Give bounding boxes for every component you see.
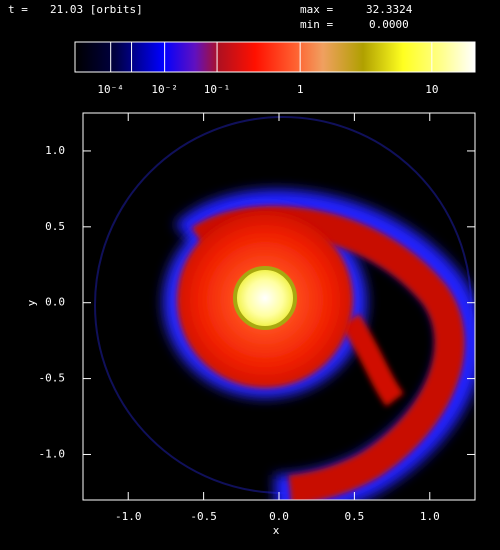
star bbox=[233, 266, 297, 330]
x-tick-label: 1.0 bbox=[420, 510, 440, 523]
x-tick-label: 0.5 bbox=[344, 510, 364, 523]
colorbar-tick-label: 10⁻² bbox=[151, 83, 178, 96]
density-map bbox=[94, 116, 475, 500]
y-tick-label: 1.0 bbox=[45, 144, 65, 157]
max-label: max = bbox=[300, 3, 333, 16]
time-label: t = bbox=[8, 3, 28, 16]
time-value: 21.03 [orbits] bbox=[50, 3, 143, 16]
y-tick-label: -1.0 bbox=[39, 447, 66, 460]
y-tick-label: -0.5 bbox=[39, 372, 66, 385]
min-label: min = bbox=[300, 18, 333, 31]
x-tick-label: 0.0 bbox=[269, 510, 289, 523]
x-tick-label: -0.5 bbox=[190, 510, 217, 523]
x-tick-label: -1.0 bbox=[115, 510, 142, 523]
y-axis-label: y bbox=[25, 299, 38, 306]
colorbar bbox=[74, 41, 476, 73]
x-axis-label: x bbox=[273, 524, 280, 537]
min-value: 0.0000 bbox=[369, 18, 409, 31]
arm-branch bbox=[340, 313, 404, 407]
max-value: 32.3324 bbox=[366, 3, 413, 16]
colorbar-tick-label: 10⁻¹ bbox=[204, 83, 231, 96]
colorbar-tick-label: 10 bbox=[425, 83, 438, 96]
y-tick-label: 0.0 bbox=[45, 296, 65, 309]
colorbar-tick-label: 1 bbox=[297, 83, 304, 96]
colorbar-tick-label: 10⁻⁴ bbox=[97, 83, 124, 96]
y-tick-label: 0.5 bbox=[45, 220, 65, 233]
